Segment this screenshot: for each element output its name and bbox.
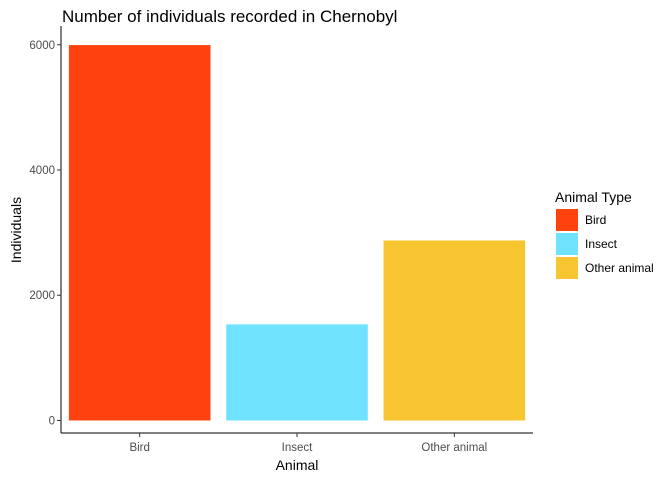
- y-tick-label-4000: 4000: [29, 165, 55, 177]
- x-tick-label-bird: Bird: [129, 442, 149, 454]
- legend-label-insect: Insect: [585, 237, 618, 251]
- chart-title: Number of individuals recorded in Cherno…: [62, 7, 397, 26]
- x-axis-title: Animal: [276, 457, 319, 473]
- legend-swatch-bird: [556, 209, 578, 231]
- x-tick-label-other-animal: Other animal: [421, 442, 487, 454]
- y-tick-label-6000: 6000: [29, 40, 55, 52]
- legend: Animal Type Bird Insect Other animal: [555, 189, 654, 279]
- bar-insect: [226, 324, 368, 421]
- y-tick-label-0: 0: [49, 415, 55, 427]
- legend-swatch-insect: [556, 233, 578, 255]
- legend-label-bird: Bird: [585, 213, 606, 227]
- bar-bird: [68, 45, 211, 421]
- y-axis: 0 2000 4000 6000: [29, 26, 62, 433]
- x-tick-label-insect: Insect: [282, 442, 313, 454]
- legend-label-other-animal: Other animal: [585, 261, 654, 275]
- bars-group: [68, 45, 526, 421]
- legend-title: Animal Type: [555, 189, 632, 205]
- y-axis-title: Individuals: [8, 197, 24, 263]
- y-tick-label-2000: 2000: [29, 290, 55, 302]
- x-axis: Bird Insect Other animal: [61, 432, 533, 454]
- bar-other-animal: [383, 240, 526, 421]
- legend-swatch-other-animal: [556, 257, 578, 279]
